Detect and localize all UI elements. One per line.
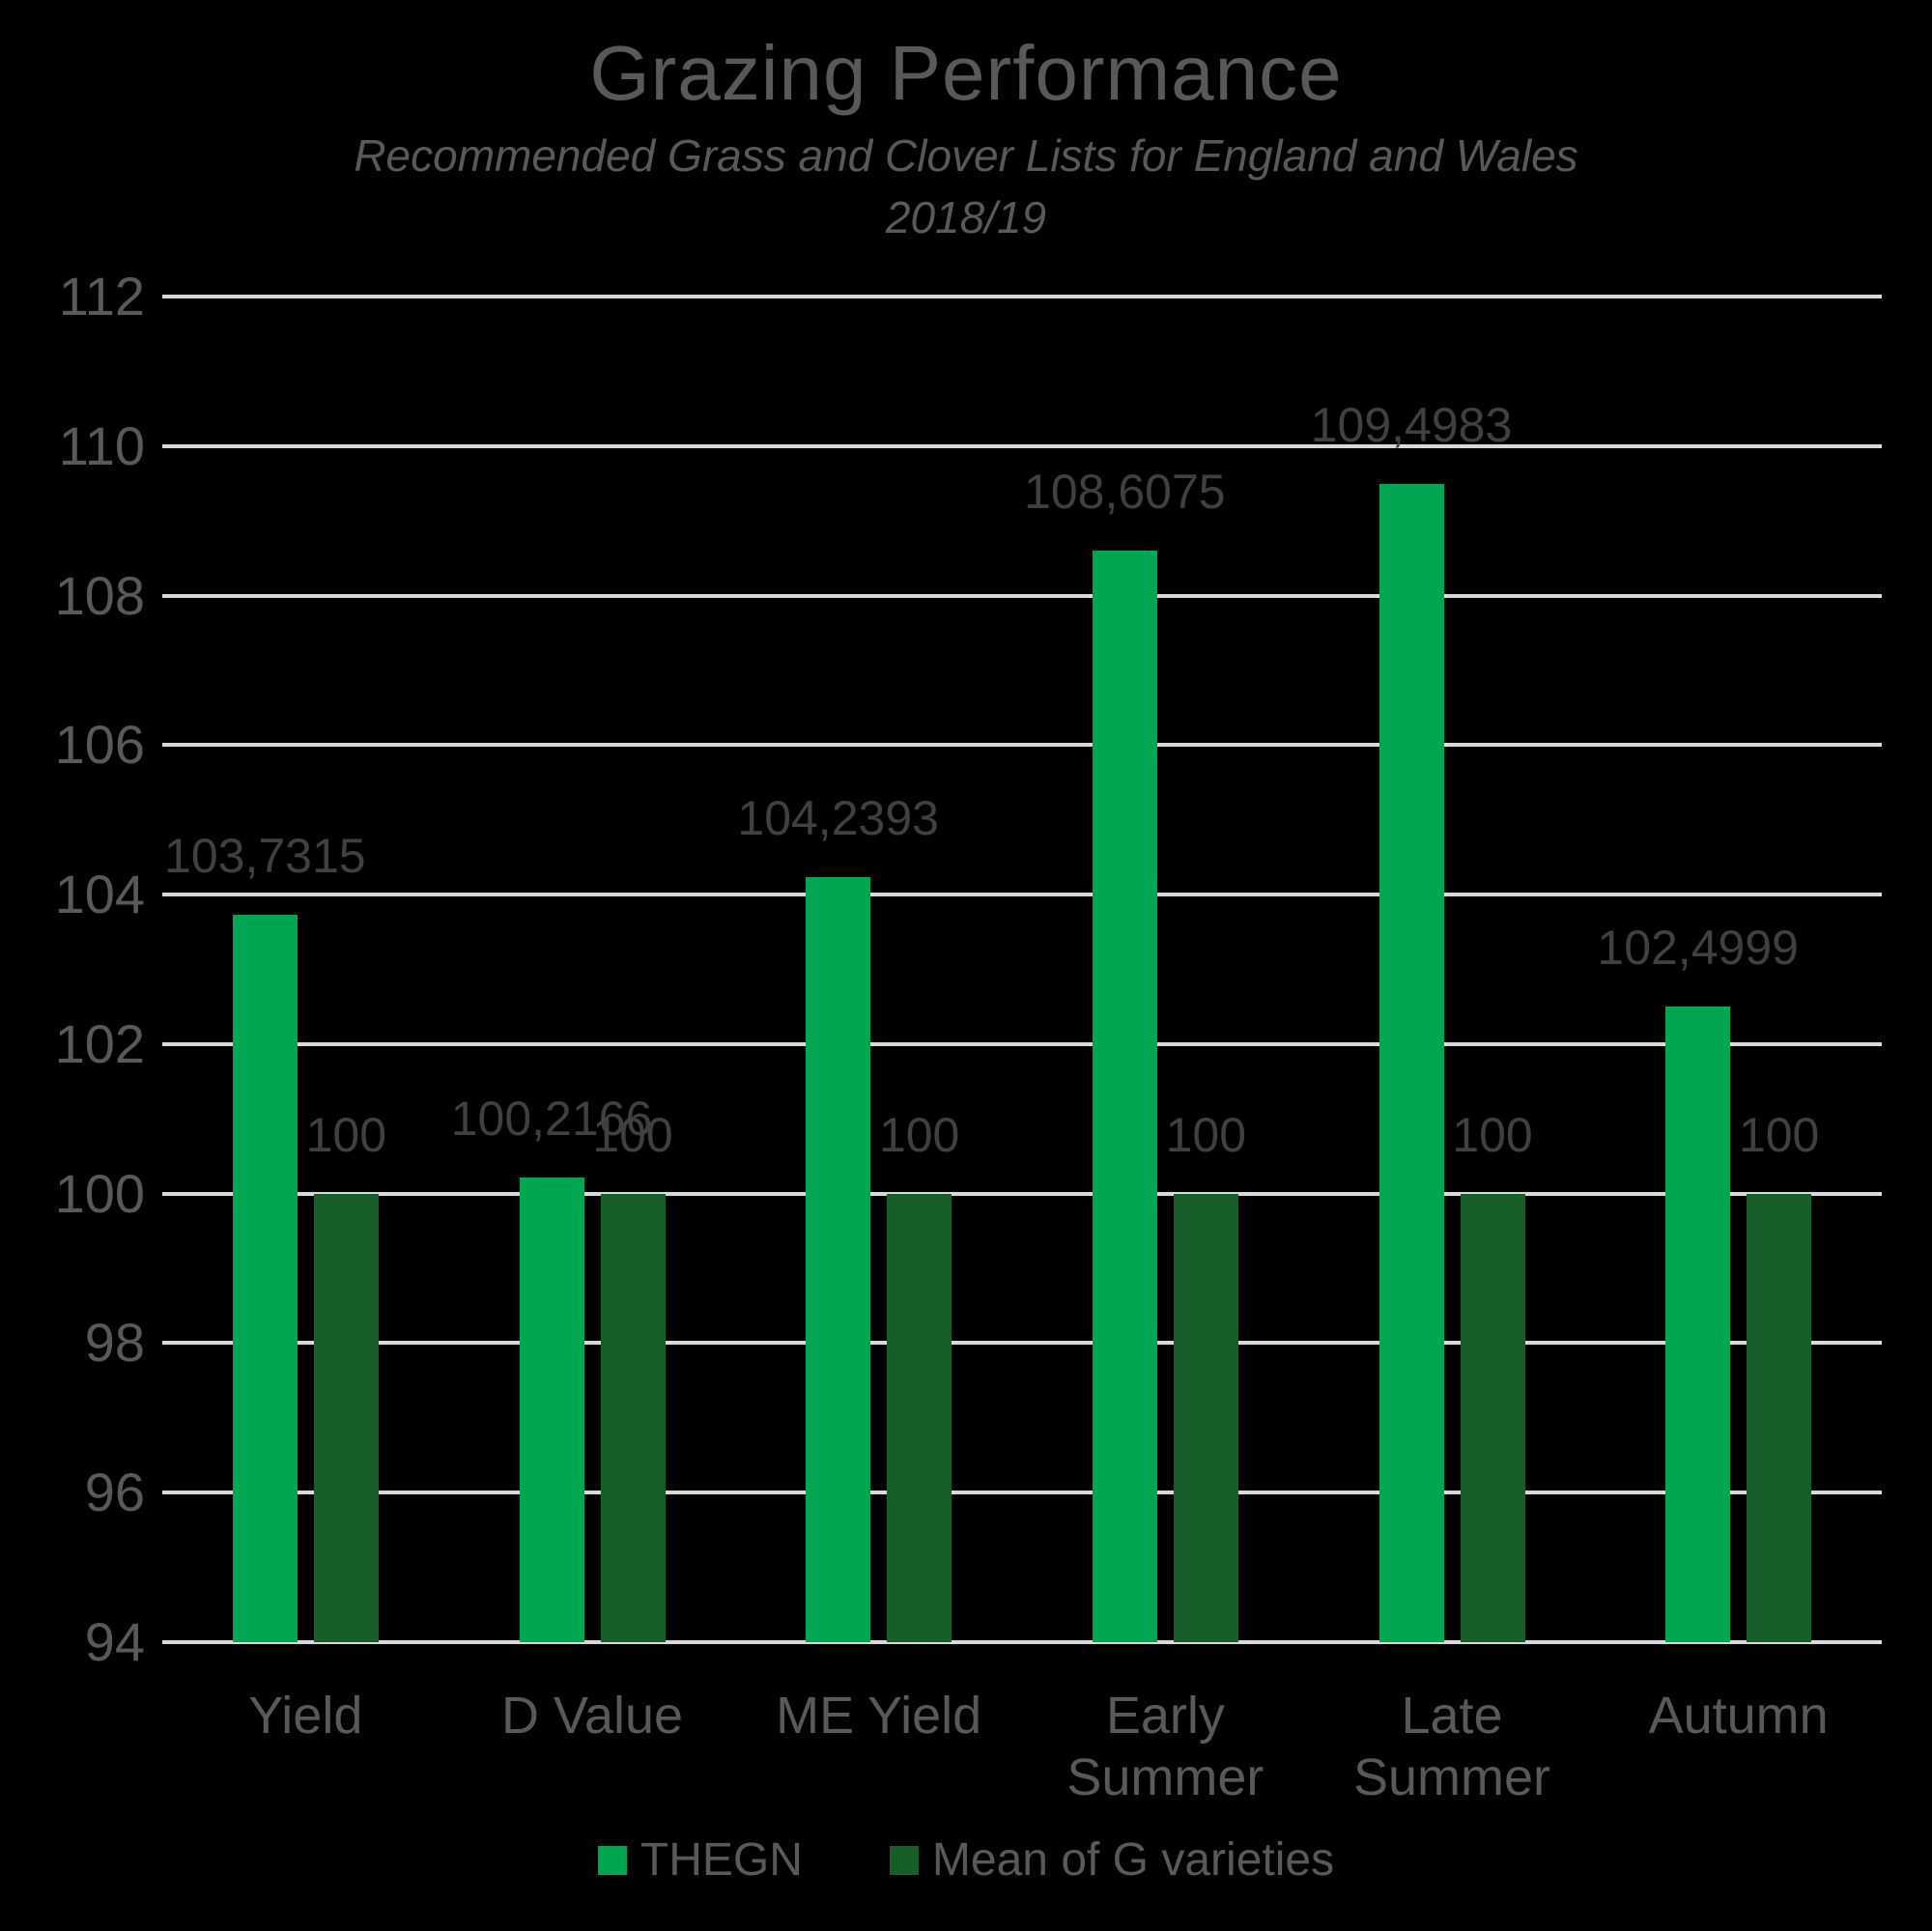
data-label-mean-of-g-varieties-yield: 100	[305, 1107, 387, 1162]
legend-label: THEGN	[639, 1834, 803, 1886]
chart-title: Grazing Performance	[589, 30, 1343, 116]
legend-item-thegn: THEGN	[597, 1833, 803, 1887]
data-label-thegn-late-summer: 109,4983	[1310, 397, 1513, 452]
bar-mean-of-g-varieties-early-summer	[1173, 1193, 1238, 1642]
category-label-autumn: Autumn	[1648, 1687, 1829, 1745]
ytick-label-110: 110	[58, 414, 145, 476]
chart-subtitle-line1: Recommended Grass and Clover Lists for E…	[354, 130, 1578, 181]
gridline-y-108	[162, 593, 1882, 598]
category-label-late-summer: Late Summer	[1352, 1687, 1551, 1806]
ytick-label-100: 100	[54, 1162, 145, 1224]
bar-thegn-late-summer	[1378, 483, 1444, 1642]
data-label-thegn-yield: 103,7315	[164, 828, 366, 883]
data-label-mean-of-g-varieties-early-summer: 100	[1165, 1107, 1247, 1162]
legend-item-mean-of-g-varieties: Mean of G varieties	[889, 1833, 1335, 1887]
data-label-mean-of-g-varieties-autumn: 100	[1738, 1107, 1820, 1162]
category-label-d-value: D Value	[500, 1687, 684, 1745]
data-label-mean-of-g-varieties-d-value: 100	[592, 1107, 673, 1162]
category-label-me-yield: ME Yield	[776, 1687, 982, 1745]
gridline-y-104	[162, 893, 1882, 897]
gridline-y-106	[162, 743, 1882, 748]
ytick-label-106: 106	[54, 714, 145, 776]
bar-thegn-early-summer	[1092, 550, 1157, 1642]
data-label-thegn-autumn: 102,4999	[1597, 921, 1799, 976]
ytick-label-94: 94	[84, 1611, 145, 1672]
data-label-mean-of-g-varieties-late-summer: 100	[1452, 1107, 1533, 1162]
ytick-label-104: 104	[54, 864, 145, 925]
ytick-label-98: 98	[84, 1312, 145, 1374]
bar-thegn-d-value	[519, 1177, 584, 1642]
bar-mean-of-g-varieties-me-yield	[887, 1193, 952, 1642]
gridline-y-94	[162, 1640, 1882, 1644]
gridline-y-112	[162, 295, 1882, 298]
gridline-y-110	[162, 443, 1882, 448]
bar-mean-of-g-varieties-autumn	[1747, 1193, 1812, 1642]
data-label-mean-of-g-varieties-me-yield: 100	[878, 1107, 960, 1162]
gridline-y-96	[162, 1491, 1882, 1495]
ytick-label-112: 112	[58, 266, 145, 327]
chart-subtitle-line2: 2018/19	[885, 192, 1047, 242]
gridline-y-98	[162, 1341, 1882, 1346]
data-label-thegn-early-summer: 108,6075	[1024, 464, 1226, 519]
data-label-thegn-d-value: 100,2166	[450, 1091, 653, 1146]
legend: THEGN Mean of G varieties	[0, 1833, 1932, 1887]
category-label-yield: Yield	[248, 1687, 363, 1745]
bar-mean-of-g-varieties-late-summer	[1460, 1193, 1525, 1642]
ytick-label-96: 96	[84, 1462, 145, 1523]
legend-swatch-icon	[597, 1845, 627, 1875]
gridline-y-102	[162, 1041, 1882, 1046]
data-label-thegn-me-yield: 104,2393	[737, 790, 939, 845]
category-label-early-summer: Early Summer	[1066, 1687, 1264, 1806]
bar-thegn-autumn	[1665, 1007, 1731, 1642]
bar-thegn-me-yield	[806, 876, 871, 1642]
bar-thegn-yield	[232, 914, 298, 1642]
bar-mean-of-g-varieties-d-value	[600, 1193, 666, 1642]
gridline-y-100	[162, 1191, 1882, 1196]
bar-mean-of-g-varieties-yield	[313, 1193, 379, 1642]
legend-label: Mean of G varieties	[931, 1834, 1335, 1886]
ytick-label-102: 102	[54, 1012, 145, 1074]
ytick-label-108: 108	[54, 564, 145, 626]
legend-swatch-icon	[889, 1845, 919, 1875]
